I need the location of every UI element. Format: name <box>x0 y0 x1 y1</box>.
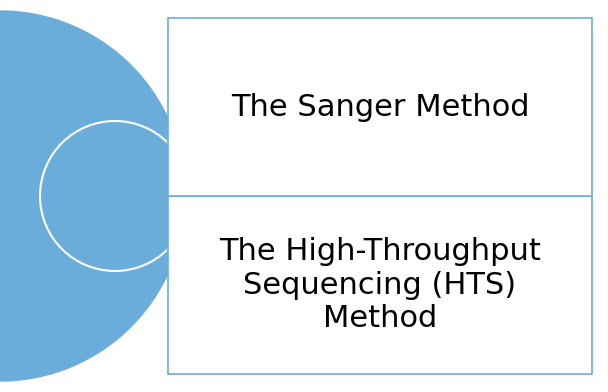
Text: The High-Throughput
Sequencing (HTS)
Method: The High-Throughput Sequencing (HTS) Met… <box>219 237 541 333</box>
Circle shape <box>0 11 185 381</box>
Bar <box>168 196 592 374</box>
Bar <box>168 18 592 196</box>
Text: The Sanger Method: The Sanger Method <box>231 93 529 122</box>
